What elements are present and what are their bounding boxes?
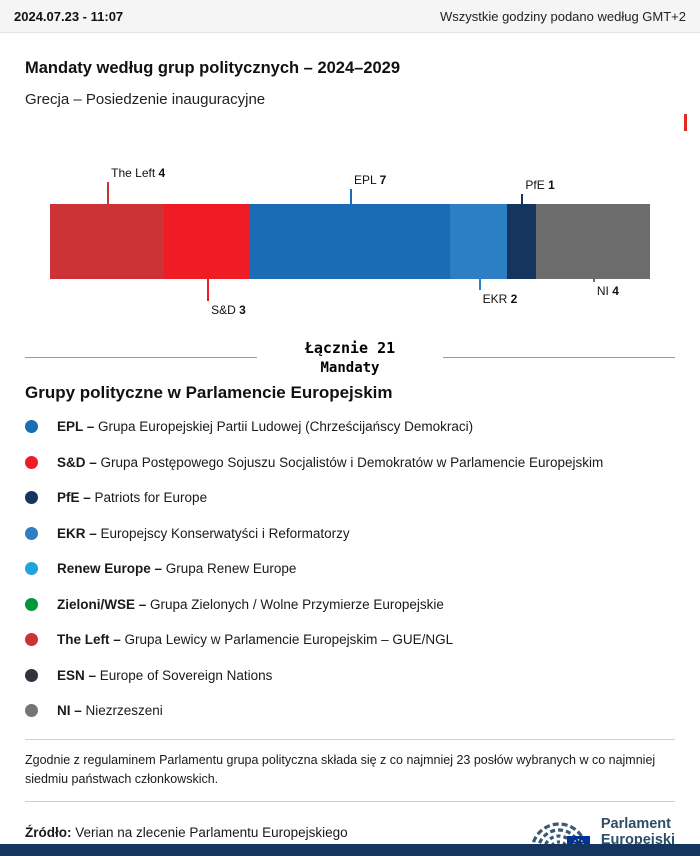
callout-tick-epl	[350, 189, 352, 204]
logo-line1: Parlament	[600, 815, 671, 832]
legend-dot	[25, 562, 38, 575]
bottom-bar	[0, 844, 700, 856]
legend-dot	[25, 597, 38, 611]
legend-label: EKR – Europejscy Konserwatyści i Reforma…	[57, 525, 350, 541]
callout-label-epl: EPL 7	[354, 173, 387, 187]
legend: EPL – Grupa Europejskiej Partii Ludowej …	[25, 419, 675, 718]
legend-label: Renew Europe – Grupa Renew Europe	[57, 561, 297, 576]
bar-segment-ekr	[449, 204, 508, 279]
legend-item-ni: NI – Niezrzeszeni	[25, 703, 675, 718]
total-row: Łącznie 21 Mandaty	[25, 339, 675, 376]
seats-chart: The Left 4 S&D 3 EPL 7 EKR 2 PfE 1 NI 4	[50, 156, 650, 327]
legend-item-zieloni-wse: Zieloni/WSE – Grupa Zielonych / Wolne Pr…	[25, 597, 675, 612]
callout-label-s-d: S&D 3	[211, 303, 246, 317]
callout-label-the-left: The Left 4	[111, 166, 166, 180]
callout-tick-ni	[592, 279, 595, 282]
legend-dot	[25, 633, 38, 646]
footnote-section: Zgodnie z regulaminem Parlamentu grupa p…	[25, 738, 675, 803]
total-block: Łącznie 21 Mandaty	[257, 339, 443, 376]
legend-item-s-d: S&D – Grupa Postępowego Sojuszu Socjalis…	[25, 455, 675, 470]
source: Źródło: Verian na zlecenie Parlamentu Eu…	[25, 825, 348, 840]
legend-dot	[25, 704, 38, 717]
legend-label: Zieloni/WSE – Grupa Zielonych / Wolne Pr…	[57, 596, 444, 612]
divider-left	[25, 357, 257, 358]
top-bar: 2024.07.23 - 11:07 Wszystkie godziny pod…	[0, 0, 700, 33]
callout-label-pfe: PfE 1	[525, 178, 555, 192]
datetime-text: 2024.07.23 - 11:07	[14, 8, 124, 24]
legend-label: The Left – Grupa Lewicy w Parlamencie Eu…	[57, 632, 454, 647]
callout-tick-the-left	[107, 182, 110, 204]
legend-label: PfE – Patriots for Europe	[57, 490, 208, 505]
legend-dot	[25, 526, 38, 540]
bar-segment-pfe	[507, 204, 536, 279]
source-text: Verian na zlecenie Parlamentu Europejski…	[75, 824, 348, 840]
legend-dot	[25, 491, 38, 504]
callout-label-ni: NI 4	[596, 284, 619, 298]
bar-segment-s-d	[164, 204, 250, 279]
bar-segment-ni	[535, 204, 650, 279]
source-row: Źródło: Verian na zlecenie Parlamentu Eu…	[25, 802, 675, 854]
total-label: Łącznie 21	[304, 339, 396, 357]
seats-bar	[50, 204, 650, 279]
callout-tick-ekr	[478, 279, 481, 290]
legend-dot	[25, 420, 38, 433]
footnote: Zgodnie z regulaminem Parlamentu grupa p…	[25, 752, 656, 786]
bar-segment-epl	[249, 204, 450, 279]
legend-item-renew-europe: Renew Europe – Grupa Renew Europe	[25, 561, 675, 576]
legend-label: NI – Niezrzeszeni	[57, 703, 163, 718]
legend-label: EPL – Grupa Europejskiej Partii Ludowej …	[57, 419, 474, 434]
legend-item-the-left: The Left – Grupa Lewicy w Parlamencie Eu…	[25, 632, 675, 647]
bar-segment-the-left	[50, 204, 165, 279]
total-sublabel: Mandaty	[320, 360, 380, 376]
legend-label: S&D – Grupa Postępowego Sojuszu Socjalis…	[57, 454, 604, 470]
legend-item-ekr: EKR – Europejscy Konserwatyści i Reforma…	[25, 526, 675, 541]
legend-label: ESN – Europe of Sovereign Nations	[57, 667, 273, 683]
page-title: Mandaty według grup politycznych – 2024–…	[25, 59, 401, 77]
source-label: Źródło:	[25, 824, 72, 840]
page-subtitle: Grecja – Posiedzenie inauguracyjne	[25, 91, 266, 108]
callout-tick-pfe	[521, 194, 524, 204]
legend-dot	[25, 668, 38, 682]
legend-heading: Grupy polityczne w Parlamencie Europejsk…	[25, 383, 393, 402]
legend-dot	[25, 455, 38, 469]
timezone-note: Wszystkie godziny podano według GMT+2	[439, 8, 686, 24]
legend-item-pfe: PfE – Patriots for Europe	[25, 490, 675, 505]
red-marker	[684, 114, 687, 131]
legend-item-esn: ESN – Europe of Sovereign Nations	[25, 668, 675, 683]
callout-tick-s-d	[207, 279, 210, 301]
divider-right	[443, 357, 675, 358]
legend-item-epl: EPL – Grupa Europejskiej Partii Ludowej …	[25, 419, 675, 434]
callout-label-ekr: EKR 2	[482, 292, 518, 306]
